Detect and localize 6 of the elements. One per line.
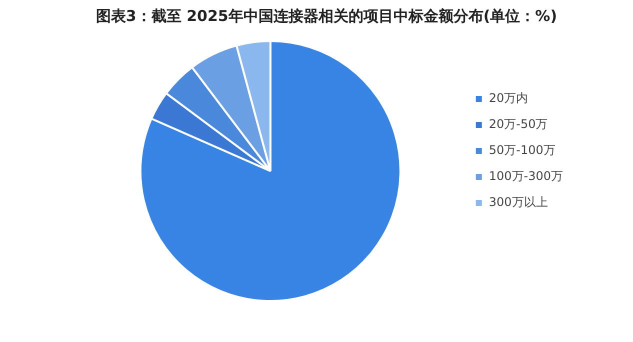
legend-label: 20万内: [488, 91, 528, 106]
legend-label: 300万以上: [488, 195, 548, 210]
legend-label: 50万-100万: [488, 143, 556, 158]
chart-title: 图表3：截至 2025年中国连接器相关的项目中标金额分布(单位：%): [96, 6, 558, 25]
legend-label: 20万-50万: [488, 117, 548, 132]
legend-label: 100万-300万: [488, 169, 563, 184]
